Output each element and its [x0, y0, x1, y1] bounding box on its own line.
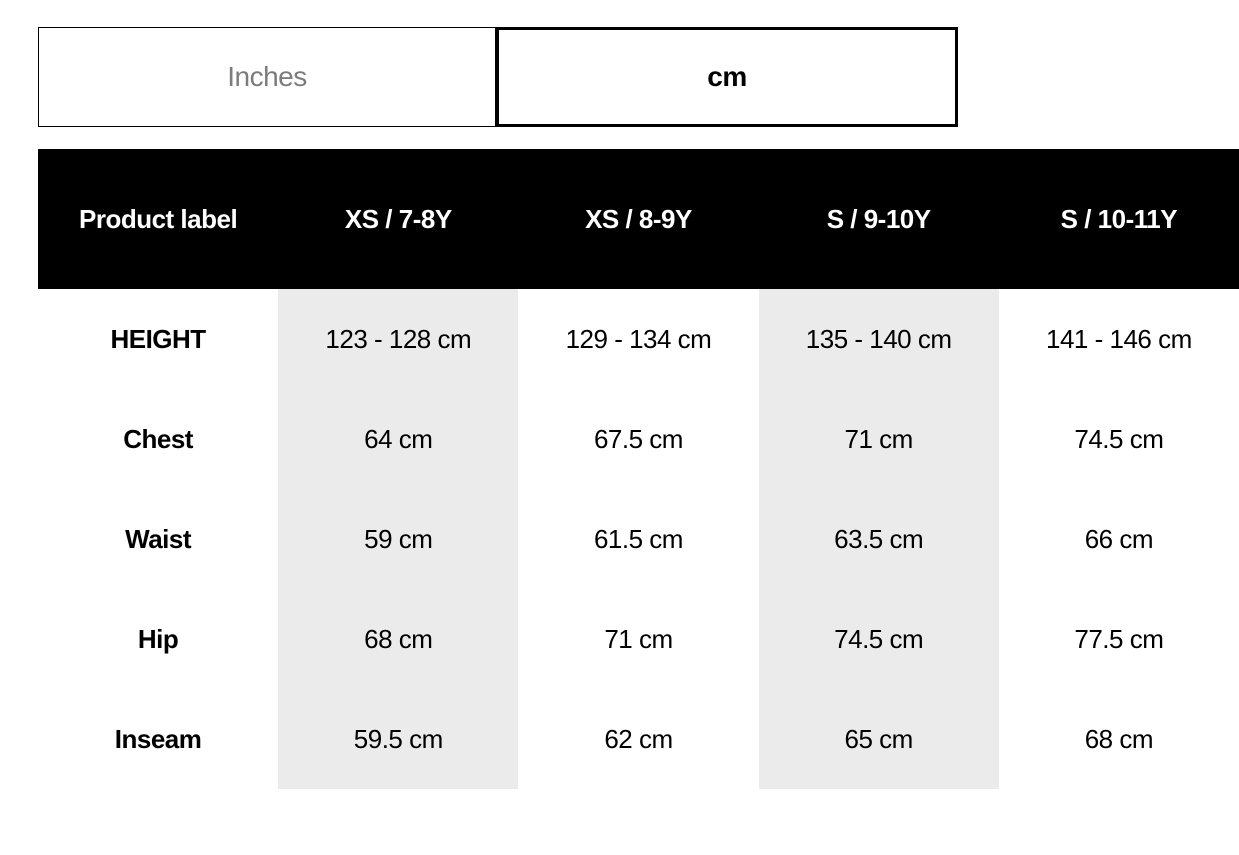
- unit-inches-tab[interactable]: Inches: [38, 27, 496, 127]
- table-row: HEIGHT123 - 128 cm129 - 134 cm135 - 140 …: [38, 289, 1239, 389]
- table-header-row: Product label XS / 7-8Y XS / 8-9Y S / 9-…: [38, 149, 1239, 289]
- table-row: Waist59 cm61.5 cm63.5 cm66 cm: [38, 489, 1239, 589]
- table-cell: 77.5 cm: [999, 589, 1239, 689]
- table-body: HEIGHT123 - 128 cm129 - 134 cm135 - 140 …: [38, 289, 1239, 789]
- table-cell: 68 cm: [999, 689, 1239, 789]
- column-header: S / 9-10Y: [759, 149, 999, 289]
- table-cell: 63.5 cm: [759, 489, 999, 589]
- table-cell: 59 cm: [278, 489, 518, 589]
- table-row: Inseam59.5 cm62 cm65 cm68 cm: [38, 689, 1239, 789]
- row-label: Waist: [38, 489, 278, 589]
- column-header: XS / 8-9Y: [518, 149, 758, 289]
- row-label: Hip: [38, 589, 278, 689]
- table-cell: 67.5 cm: [518, 389, 758, 489]
- table-cell: 74.5 cm: [999, 389, 1239, 489]
- row-label: Chest: [38, 389, 278, 489]
- table-cell: 141 - 146 cm: [999, 289, 1239, 389]
- row-label: Inseam: [38, 689, 278, 789]
- table-cell: 66 cm: [999, 489, 1239, 589]
- table-cell: 65 cm: [759, 689, 999, 789]
- table-row: Chest64 cm67.5 cm71 cm74.5 cm: [38, 389, 1239, 489]
- column-header: Product label: [38, 149, 278, 289]
- table-cell: 129 - 134 cm: [518, 289, 758, 389]
- column-header: S / 10-11Y: [999, 149, 1239, 289]
- table-cell: 135 - 140 cm: [759, 289, 999, 389]
- table-cell: 71 cm: [518, 589, 758, 689]
- table-cell: 123 - 128 cm: [278, 289, 518, 389]
- table-cell: 74.5 cm: [759, 589, 999, 689]
- row-label: HEIGHT: [38, 289, 278, 389]
- table-cell: 62 cm: [518, 689, 758, 789]
- table-cell: 61.5 cm: [518, 489, 758, 589]
- column-header: XS / 7-8Y: [278, 149, 518, 289]
- table-cell: 64 cm: [278, 389, 518, 489]
- size-chart-table: Product label XS / 7-8Y XS / 8-9Y S / 9-…: [38, 149, 1239, 789]
- unit-cm-tab[interactable]: cm: [496, 27, 958, 127]
- unit-toggle: Inches cm: [38, 27, 958, 127]
- table-cell: 68 cm: [278, 589, 518, 689]
- table-cell: 71 cm: [759, 389, 999, 489]
- table-row: Hip68 cm71 cm74.5 cm77.5 cm: [38, 589, 1239, 689]
- table-cell: 59.5 cm: [278, 689, 518, 789]
